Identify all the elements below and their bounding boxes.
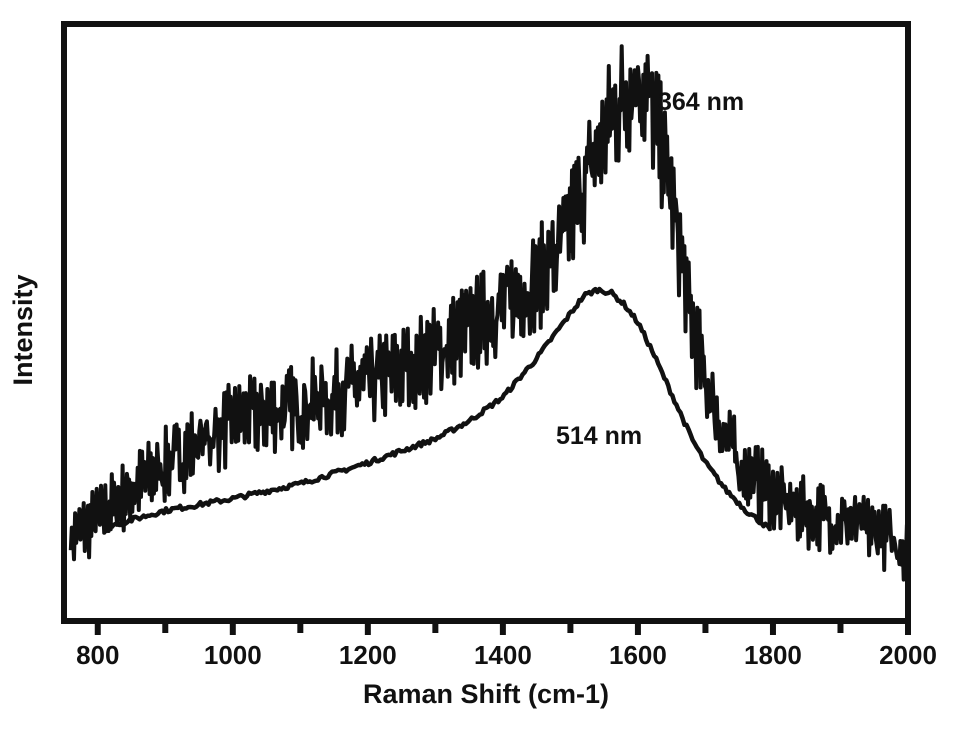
x-tick-label: 2000 [879,640,937,670]
series-line-364-nm [68,44,910,582]
x-tick-label: 1000 [204,640,262,670]
x-axis: 800 1000 1200 1400 1600 1800 2000 [76,621,937,670]
x-axis-label: Raman Shift (cm-1) [363,679,609,709]
annotation-514nm: 514 nm [556,422,642,450]
x-tick-label: 1200 [339,640,397,670]
annotation-364nm: 364 nm [658,88,744,116]
series-line-514-nm [109,286,772,531]
x-tick-label: 1400 [474,640,532,670]
x-tick-label: 1600 [609,640,667,670]
x-tick-label: 800 [76,640,119,670]
x-tick-label: 1800 [744,640,802,670]
y-axis-label: Intensity [8,274,38,385]
plot-frame [61,21,911,624]
series-layer [68,44,910,582]
